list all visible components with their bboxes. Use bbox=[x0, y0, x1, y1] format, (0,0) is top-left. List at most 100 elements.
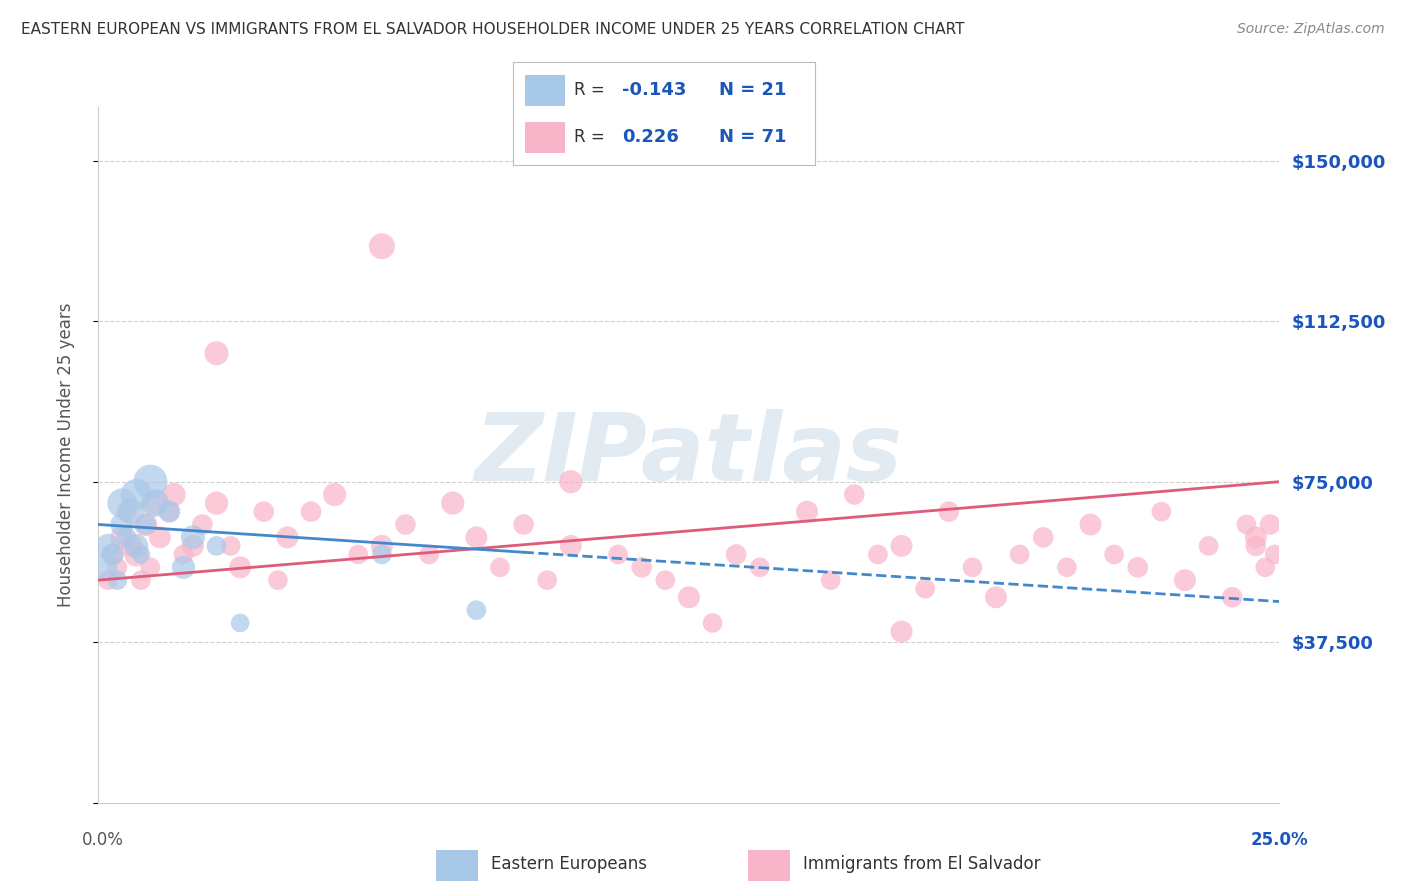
Point bbox=[125, 548, 148, 562]
Point bbox=[1102, 548, 1125, 562]
Point bbox=[139, 560, 162, 574]
Point bbox=[630, 560, 652, 574]
Point bbox=[820, 573, 842, 587]
Point bbox=[371, 239, 394, 253]
Point bbox=[654, 573, 676, 587]
Point bbox=[914, 582, 936, 596]
Point bbox=[111, 530, 134, 544]
Point bbox=[181, 530, 204, 544]
Point bbox=[125, 539, 148, 553]
Point bbox=[465, 530, 488, 544]
Point bbox=[1254, 560, 1277, 574]
Point bbox=[121, 539, 143, 553]
Point bbox=[347, 548, 370, 562]
Point bbox=[560, 475, 582, 489]
Point bbox=[1198, 539, 1220, 553]
Point bbox=[560, 539, 582, 553]
Point bbox=[1080, 517, 1102, 532]
Point bbox=[1244, 539, 1267, 553]
Point bbox=[253, 505, 276, 519]
Point bbox=[299, 505, 322, 519]
Point bbox=[205, 539, 228, 553]
Text: ZIPatlas: ZIPatlas bbox=[475, 409, 903, 501]
Point bbox=[418, 548, 440, 562]
Point bbox=[1008, 548, 1031, 562]
FancyBboxPatch shape bbox=[748, 850, 790, 880]
Point bbox=[219, 539, 242, 553]
Text: 0.0%: 0.0% bbox=[82, 831, 124, 849]
Point bbox=[101, 548, 124, 562]
Point bbox=[866, 548, 889, 562]
Point bbox=[143, 496, 166, 510]
Text: N = 71: N = 71 bbox=[718, 128, 786, 146]
Point bbox=[1126, 560, 1149, 574]
Point bbox=[129, 548, 152, 562]
Point bbox=[1032, 530, 1054, 544]
Point bbox=[129, 573, 152, 587]
Text: N = 21: N = 21 bbox=[718, 81, 786, 99]
Point bbox=[465, 603, 488, 617]
Point bbox=[536, 573, 558, 587]
Text: -0.143: -0.143 bbox=[621, 81, 686, 99]
Point bbox=[796, 505, 818, 519]
Point bbox=[163, 487, 186, 501]
Text: Eastern Europeans: Eastern Europeans bbox=[491, 855, 647, 873]
Point bbox=[172, 560, 194, 574]
Point bbox=[205, 496, 228, 510]
Text: Immigrants from El Salvador: Immigrants from El Salvador bbox=[803, 855, 1040, 873]
Point bbox=[105, 573, 128, 587]
FancyBboxPatch shape bbox=[526, 75, 565, 105]
Point bbox=[135, 517, 157, 532]
Point bbox=[1264, 548, 1286, 562]
Point bbox=[105, 560, 128, 574]
Point bbox=[143, 496, 166, 510]
Point bbox=[394, 517, 416, 532]
Point bbox=[489, 560, 512, 574]
Point bbox=[512, 517, 534, 532]
Point bbox=[111, 496, 134, 510]
FancyBboxPatch shape bbox=[436, 850, 478, 880]
Text: 0.226: 0.226 bbox=[621, 128, 679, 146]
Point bbox=[97, 539, 120, 553]
Point bbox=[844, 487, 866, 501]
Point bbox=[97, 573, 120, 587]
Point bbox=[229, 560, 252, 574]
Point bbox=[115, 530, 138, 544]
Point bbox=[115, 505, 138, 519]
Point bbox=[181, 539, 204, 553]
Point bbox=[91, 560, 114, 574]
Point bbox=[725, 548, 748, 562]
Point bbox=[229, 615, 252, 630]
Text: 25.0%: 25.0% bbox=[1251, 831, 1308, 849]
Point bbox=[962, 560, 984, 574]
Point bbox=[149, 530, 172, 544]
FancyBboxPatch shape bbox=[526, 122, 565, 153]
Point bbox=[1174, 573, 1197, 587]
Point bbox=[1234, 517, 1257, 532]
Point bbox=[938, 505, 960, 519]
Point bbox=[121, 505, 143, 519]
Point bbox=[267, 573, 290, 587]
Point bbox=[748, 560, 770, 574]
Point bbox=[139, 475, 162, 489]
Y-axis label: Householder Income Under 25 years: Householder Income Under 25 years bbox=[56, 302, 75, 607]
Point bbox=[1258, 517, 1281, 532]
Point bbox=[1220, 591, 1243, 605]
Point bbox=[157, 505, 180, 519]
Point bbox=[111, 517, 134, 532]
Text: R =: R = bbox=[574, 128, 610, 146]
Point bbox=[678, 591, 700, 605]
Text: R =: R = bbox=[574, 81, 610, 99]
Point bbox=[276, 530, 298, 544]
Point bbox=[205, 346, 228, 360]
Point bbox=[702, 615, 724, 630]
Point bbox=[125, 487, 148, 501]
Point bbox=[172, 548, 194, 562]
Point bbox=[323, 487, 346, 501]
Point bbox=[984, 591, 1007, 605]
Point bbox=[1150, 505, 1173, 519]
Point bbox=[890, 539, 912, 553]
Point bbox=[1056, 560, 1078, 574]
Point bbox=[157, 505, 180, 519]
Point bbox=[191, 517, 214, 532]
